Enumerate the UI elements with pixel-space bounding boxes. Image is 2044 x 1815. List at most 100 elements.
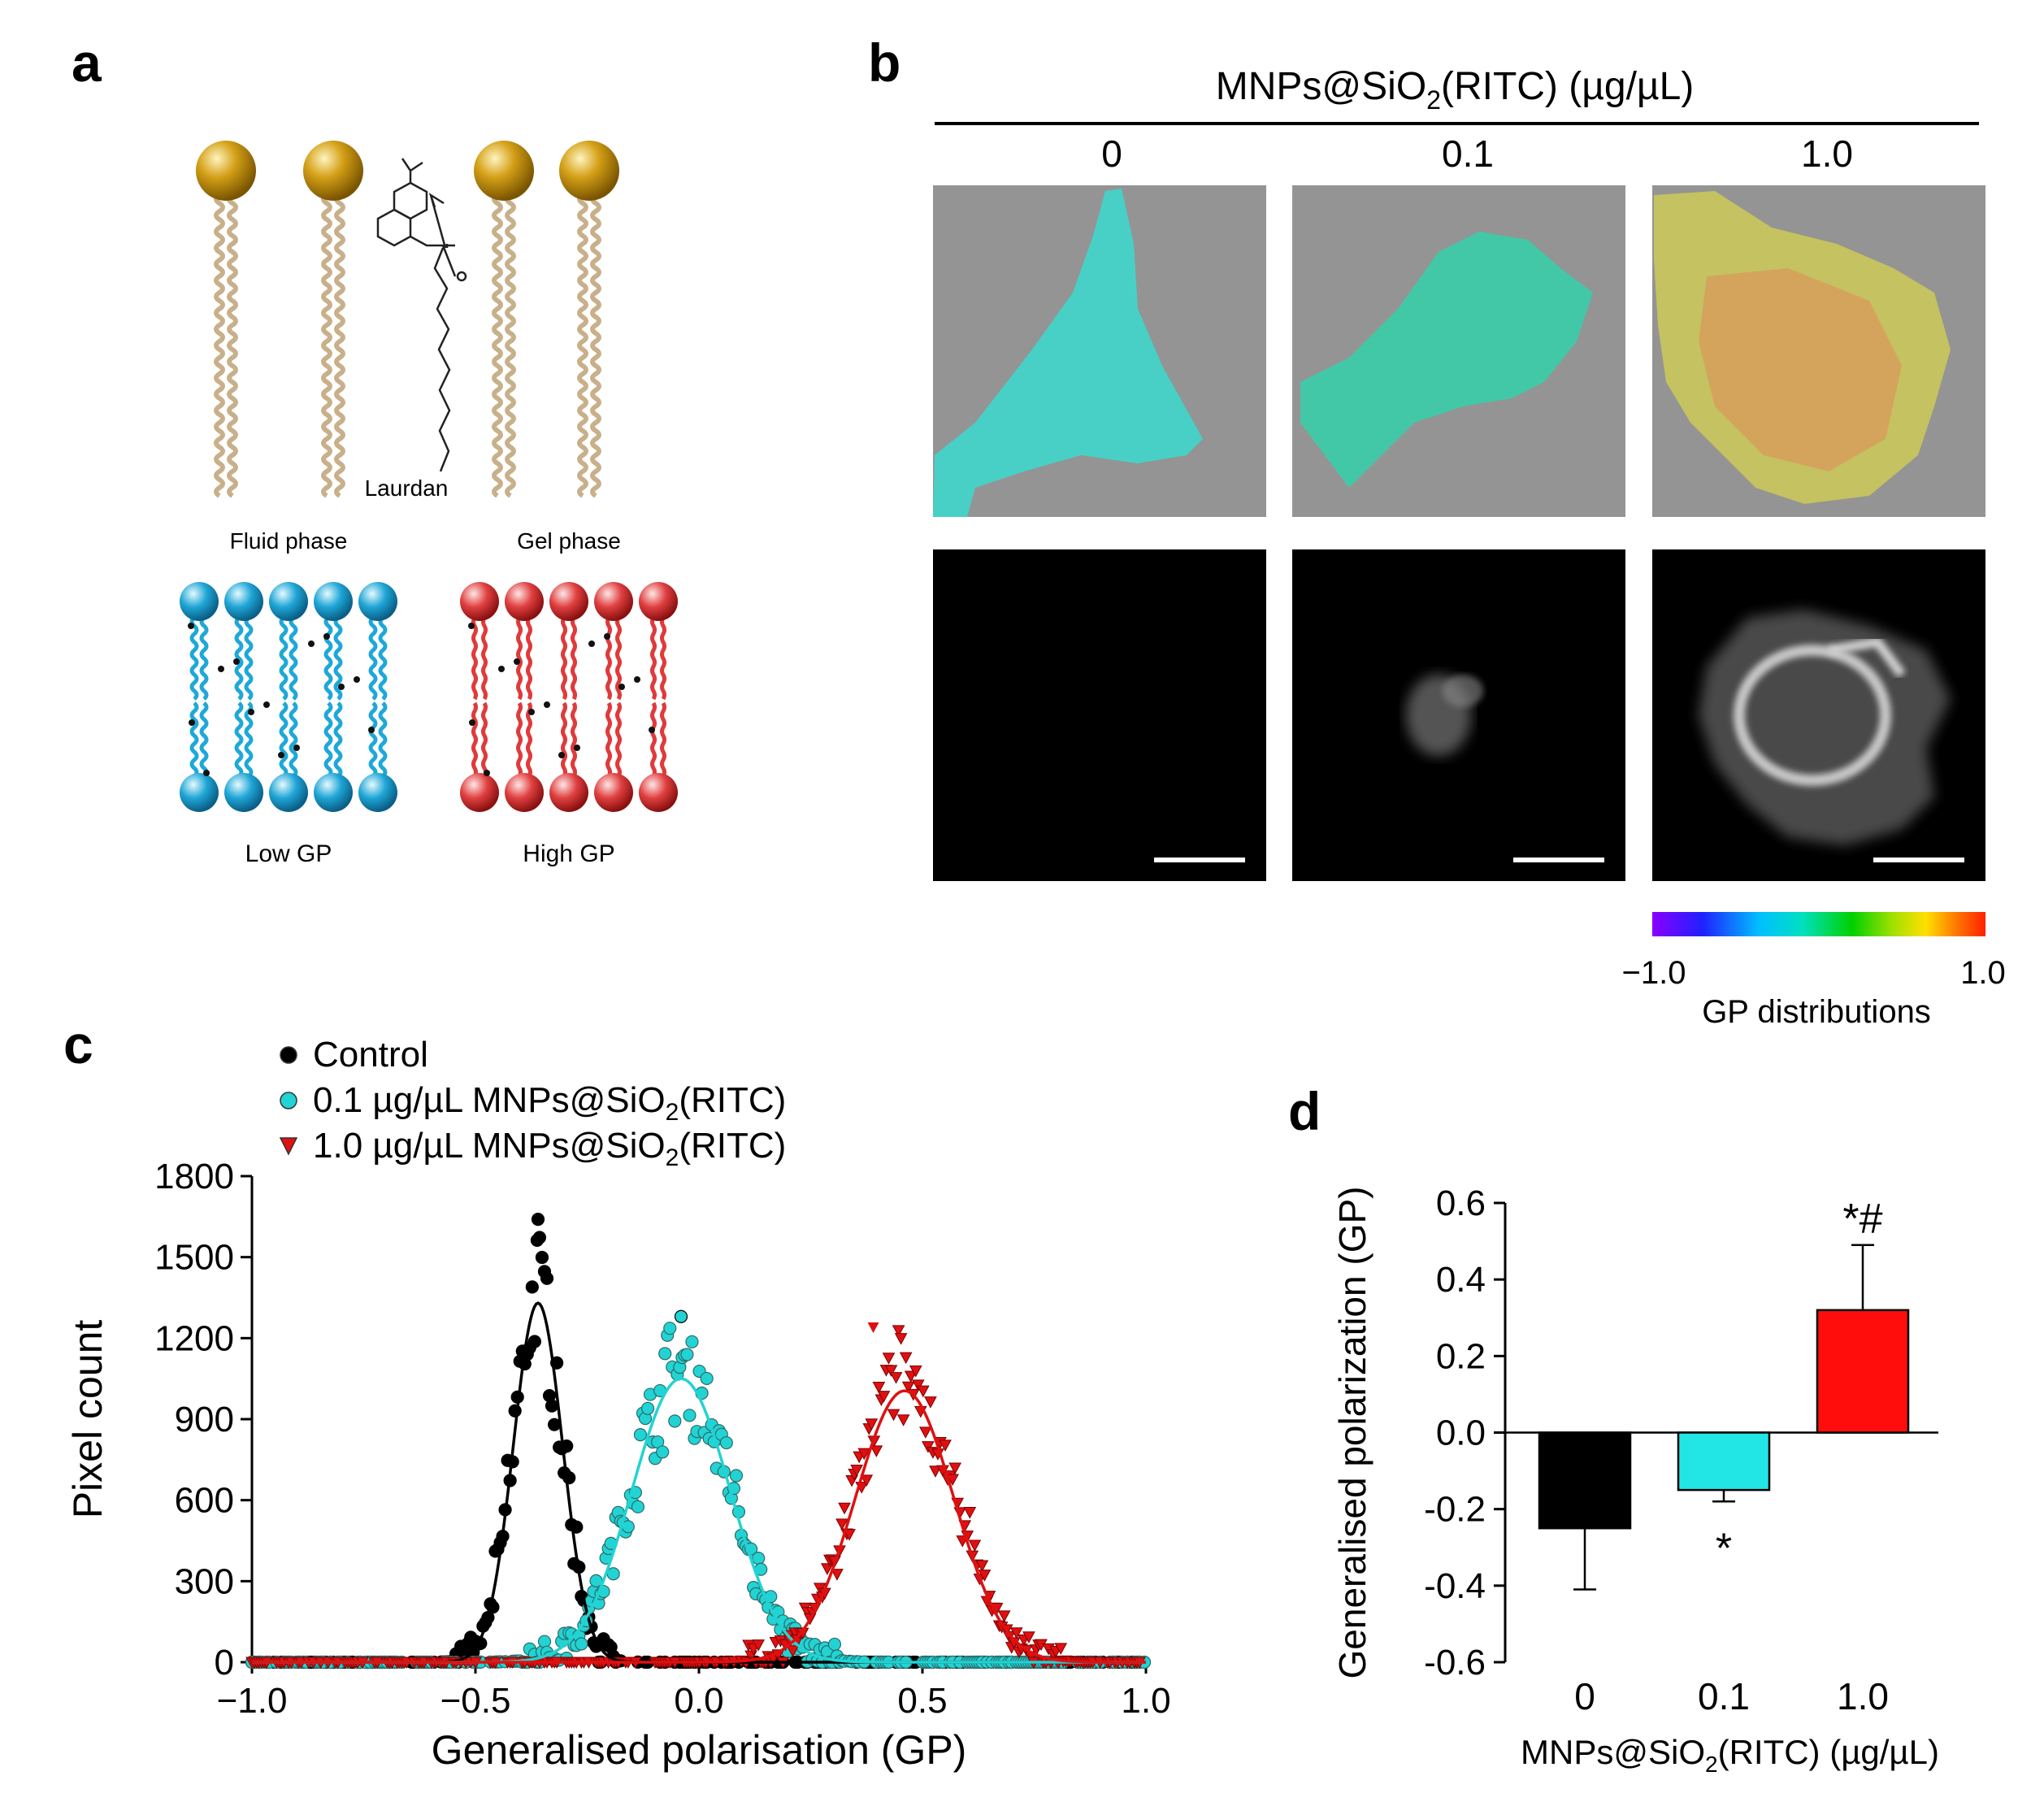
fluid-tail-bot-3 xyxy=(323,701,333,786)
fluid-water-dot xyxy=(263,701,270,708)
data-point-1 xyxy=(631,1500,645,1513)
legend-marker-0 xyxy=(280,1046,297,1064)
y-tick-label: 0.6 xyxy=(1436,1183,1486,1223)
data-point-2 xyxy=(1009,1627,1023,1639)
data-point-2 xyxy=(865,1418,879,1431)
gel-head-bot-0 xyxy=(460,773,499,812)
fluid-tail-bot-4b xyxy=(378,701,388,786)
y-tick-label: 1500 xyxy=(154,1238,234,1278)
significance-marker-1: * xyxy=(1716,1525,1732,1572)
lipid-head-3 xyxy=(559,141,619,201)
fluid-tail-top-1b xyxy=(244,608,254,701)
legend-marker-2 xyxy=(279,1137,298,1156)
data-point-2 xyxy=(1022,1631,1035,1643)
fluid-water-dot xyxy=(218,666,224,672)
fluid-head-bot-1 xyxy=(224,773,263,812)
panel-letter-a: a xyxy=(72,33,102,93)
y-tick-label: 0 xyxy=(215,1643,234,1683)
data-point-0 xyxy=(540,1271,554,1285)
lipid-tail-1 xyxy=(321,168,332,498)
data-point-0 xyxy=(525,1280,539,1294)
fluid-tail-top-4 xyxy=(368,608,378,701)
fluid-tail-bot-4 xyxy=(368,701,378,786)
fluid-tail-bot-1 xyxy=(234,701,244,786)
data-point-2 xyxy=(882,1353,896,1365)
x-tick-label: 1.0 xyxy=(1121,1681,1170,1721)
data-point-2 xyxy=(857,1448,871,1461)
fluid-tail-top-3 xyxy=(323,608,333,701)
laurdan-bilayer-illustration xyxy=(196,141,619,498)
gel-tail-bot-1 xyxy=(516,701,523,786)
data-point-1 xyxy=(640,1401,655,1415)
fit-curve-2 xyxy=(252,1389,1146,1664)
colorbar-min-label: −1.0 xyxy=(1622,955,1686,991)
fluid-water-dot xyxy=(368,727,375,733)
data-point-1 xyxy=(752,1552,766,1565)
data-point-2 xyxy=(911,1379,925,1392)
fluid-tail-top-2b xyxy=(289,608,298,701)
data-point-0 xyxy=(527,1335,541,1348)
bar-1 xyxy=(1677,1431,1771,1492)
lipid-head-0 xyxy=(196,141,256,201)
data-point-1 xyxy=(658,1347,672,1361)
bar-0 xyxy=(1538,1431,1632,1530)
x-tick-label: −0.5 xyxy=(440,1681,511,1721)
x-axis-title: Generalised polarisation (GP) xyxy=(432,1727,967,1773)
fluid-tail-bot-2b xyxy=(289,701,298,786)
gel-tail-bot-1b xyxy=(526,701,532,786)
lipid-head-1 xyxy=(303,141,363,201)
fluid-water-dot xyxy=(188,623,194,629)
gel-water-dot xyxy=(468,623,475,629)
data-point-2 xyxy=(889,1372,903,1384)
legend-label-1: 0.1 µg/µL MNPs@SiO2(RITC) xyxy=(313,1080,786,1126)
gel-tail-bot-2 xyxy=(561,701,567,786)
legend-label-2: 1.0 µg/µL MNPs@SiO2(RITC) xyxy=(313,1126,786,1171)
fluid-tail-top-4b xyxy=(378,608,388,701)
data-point-2 xyxy=(939,1439,952,1452)
data-point-2 xyxy=(752,1639,765,1652)
data-point-1 xyxy=(656,1445,670,1459)
gel-phase-label: Gel phase xyxy=(517,528,621,554)
data-point-2 xyxy=(821,1563,834,1575)
x-tick-label: 0.1 xyxy=(1698,1675,1750,1717)
fluid-tail-top-1 xyxy=(234,608,244,701)
gel-tail-bot-4 xyxy=(650,701,657,786)
concentration-label-1: 0.1 xyxy=(1442,132,1494,175)
fluid-water-dot xyxy=(338,684,345,690)
data-point-2 xyxy=(919,1426,932,1439)
gp-image-0 xyxy=(933,185,1266,517)
gel-tail-bot-4b xyxy=(660,701,666,786)
fluid-head-top-1 xyxy=(224,582,263,621)
data-point-0 xyxy=(508,1404,522,1418)
panel-letter-c: c xyxy=(63,1014,93,1075)
x-tick-label: 0 xyxy=(1574,1675,1595,1717)
data-point-2 xyxy=(860,1474,874,1487)
fluid-head-bot-0 xyxy=(180,773,219,812)
fluid-head-top-4 xyxy=(358,582,397,621)
data-point-1 xyxy=(606,1567,620,1581)
gp-histogram-chart: 0 300 600 900 1200 1500 1800 −1.0 −0.5 0.0 0.5 1.0 G… xyxy=(65,1035,1171,1773)
gel-tail-top-1b xyxy=(526,608,532,701)
y-tick-label: 900 xyxy=(175,1400,234,1439)
fluid-tail-bot-2 xyxy=(279,701,289,786)
gel-tail-top-3b xyxy=(615,608,622,701)
data-point-0 xyxy=(545,1399,559,1413)
y-tick-label: -0.6 xyxy=(1424,1643,1486,1683)
legend-marker-1 xyxy=(280,1092,297,1109)
legend-label-0: Control xyxy=(313,1035,428,1075)
gel-tail-bot-0 xyxy=(471,701,478,786)
lipid-tail-0b xyxy=(227,168,238,498)
gel-phase-bilayer-icon xyxy=(460,582,678,812)
fluid-head-bot-2 xyxy=(269,773,308,812)
data-point-2 xyxy=(997,1610,1011,1622)
fluid-water-dot xyxy=(189,719,195,726)
data-point-2 xyxy=(909,1365,922,1378)
fluid-head-top-2 xyxy=(269,582,308,621)
y-tick-label: 0.4 xyxy=(1436,1260,1486,1300)
panel-a-membrane-schematic: Laurdan Fluid phase Gel phase Low GP Hig… xyxy=(158,130,678,878)
data-point-2 xyxy=(896,1414,910,1426)
gel-tail-top-4 xyxy=(650,608,657,701)
data-point-2 xyxy=(924,1396,937,1409)
panel-b-microscopy: MNPs@SiO2(RITC) (µg/µL) 0 0.1 1.0 xyxy=(933,65,2006,1030)
